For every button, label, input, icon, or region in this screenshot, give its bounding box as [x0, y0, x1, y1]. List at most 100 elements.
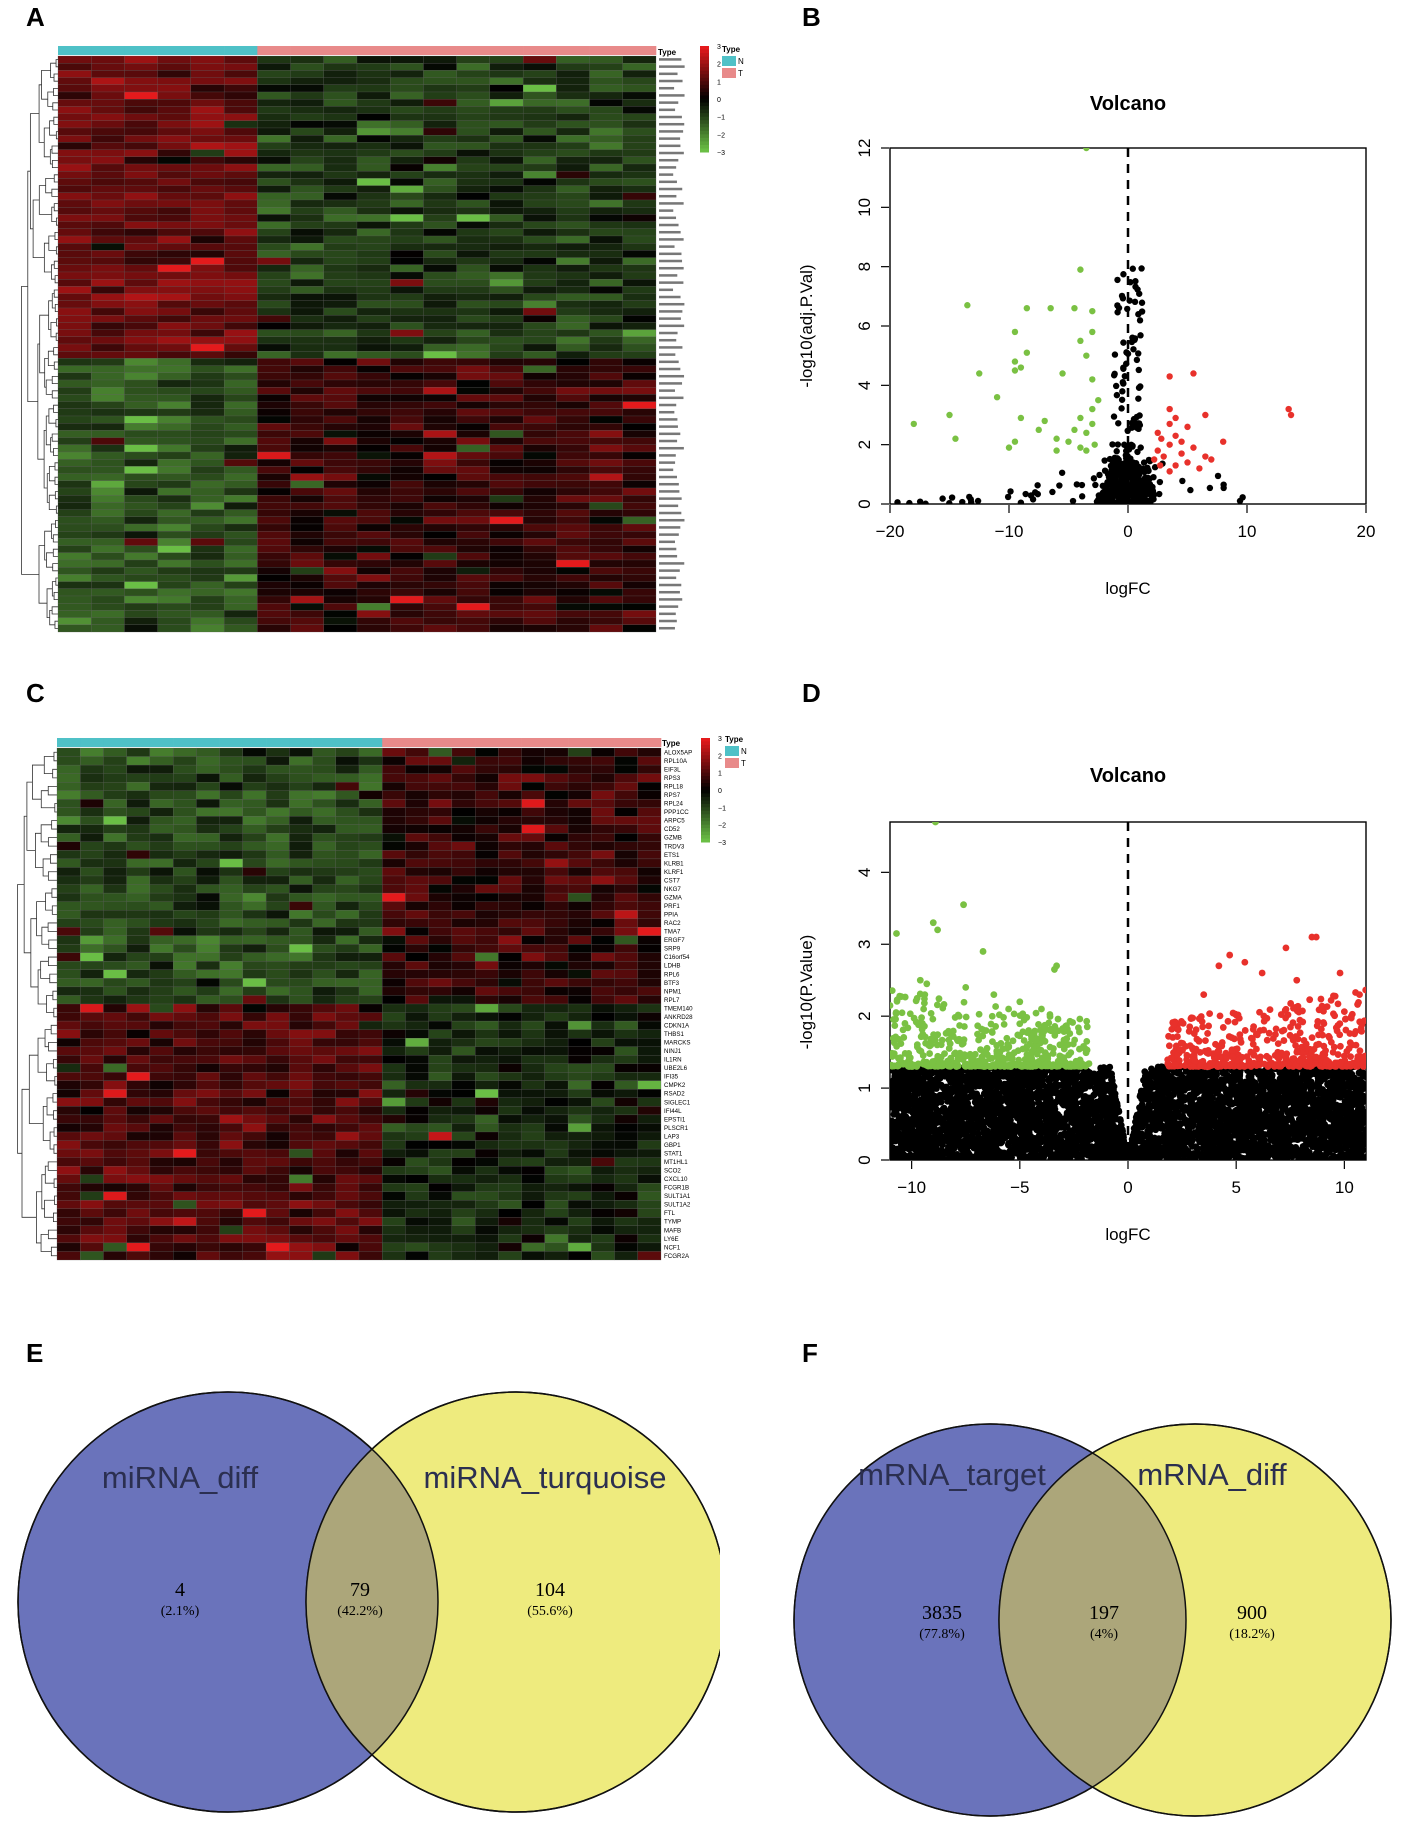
heatmap-cell — [390, 156, 424, 165]
point-down — [1089, 405, 1096, 413]
heatmap-cell — [312, 910, 336, 919]
heatmap-cell — [456, 192, 491, 201]
x-tick-label: −5 — [1010, 1178, 1029, 1197]
dendrogram-branch — [45, 415, 51, 446]
heatmap-cell — [149, 952, 174, 962]
heatmap-cell — [335, 1191, 360, 1201]
heatmap-cell — [242, 1072, 267, 1081]
heatmap-cell — [475, 884, 499, 894]
heatmap-cell — [290, 444, 324, 453]
heatmap-cell — [312, 995, 336, 1005]
heatmap-cell — [265, 978, 290, 988]
heatmap-cell — [451, 986, 476, 996]
heatmap-cell — [257, 459, 291, 467]
heatmap-cell — [126, 1114, 151, 1124]
heatmap-cell — [289, 961, 313, 970]
heatmap-cell — [567, 1200, 592, 1209]
heatmap-cell — [405, 858, 429, 868]
heatmap-cell — [124, 221, 158, 229]
heatmap-cell — [196, 1063, 220, 1073]
heatmap-cell — [149, 1217, 174, 1226]
heatmap-cell — [91, 307, 125, 316]
heatmap-cell — [289, 1234, 313, 1244]
heatmap-cell — [124, 531, 158, 539]
heatmap-cell — [356, 257, 391, 265]
heatmap-cell — [489, 235, 524, 244]
heatmap-cell — [219, 969, 243, 979]
heatmap-cell — [356, 142, 391, 150]
heatmap-row-label-mark — [659, 554, 678, 558]
heatmap-cell — [173, 1166, 197, 1175]
heatmap-cell — [124, 70, 158, 78]
heatmap-cell — [124, 473, 158, 481]
dendrogram-branch — [48, 300, 53, 330]
heatmap-cell — [475, 1200, 499, 1209]
heatmap-cell — [567, 1114, 592, 1124]
heatmap-cell — [57, 351, 92, 359]
heatmap-cell — [290, 91, 324, 100]
heatmap-cell — [257, 603, 291, 611]
heatmap-cell — [257, 113, 291, 121]
heatmap-row-label: GZMB — [664, 835, 682, 842]
heatmap-cell — [423, 113, 457, 121]
heatmap-cell — [589, 603, 623, 611]
heatmap-cell — [589, 610, 623, 618]
heatmap-cell — [428, 1114, 453, 1124]
point-down — [1035, 426, 1042, 434]
annotation-cell — [91, 46, 125, 55]
heatmap-cell — [91, 235, 125, 244]
heatmap-cell — [522, 523, 557, 532]
heatmap-cell — [358, 1174, 383, 1184]
point-ns — [1090, 475, 1098, 482]
heatmap-cell — [290, 351, 324, 359]
heatmap-cell — [290, 487, 324, 496]
color-scale-step — [701, 824, 710, 829]
heatmap-cell — [126, 1251, 151, 1261]
heatmap-cell — [173, 1063, 197, 1073]
heatmap-cell — [428, 1140, 453, 1150]
point-ns — [1007, 488, 1014, 495]
heatmap-row-label: IFI44L — [664, 1108, 682, 1115]
dendrogram-branch — [55, 505, 58, 514]
heatmap-cell — [323, 221, 358, 229]
point-down — [1083, 429, 1090, 436]
heatmap-cell — [149, 892, 174, 902]
heatmap-cell — [196, 816, 220, 825]
heatmap-cell — [103, 1157, 127, 1167]
heatmap-cell — [157, 567, 192, 575]
heatmap-cell — [157, 264, 192, 273]
heatmap-cell — [544, 833, 569, 842]
heatmap-cell — [637, 935, 662, 945]
heatmap-row-label: CST7 — [664, 877, 680, 884]
heatmap-cell — [124, 264, 158, 273]
color-scale-step — [700, 53, 709, 58]
heatmap-cell — [103, 867, 127, 877]
heatmap-cell — [521, 799, 545, 808]
heatmap-cell — [57, 279, 92, 287]
heatmap-cell — [405, 1148, 429, 1158]
heatmap-cell — [356, 156, 391, 165]
heatmap-cell — [149, 1148, 174, 1158]
heatmap-cell — [451, 1089, 476, 1098]
heatmap-cell — [219, 927, 243, 936]
heatmap-cell — [498, 807, 522, 817]
heatmap-cell — [423, 459, 457, 467]
heatmap-cell — [567, 790, 592, 800]
heatmap-cell — [405, 807, 429, 817]
heatmap-cell — [257, 545, 291, 553]
heatmap-cell — [335, 850, 360, 860]
heatmap-cell — [219, 1003, 243, 1013]
heatmap-cell — [521, 764, 545, 774]
heatmap-cell — [498, 1242, 522, 1252]
heatmap-cell — [91, 120, 125, 129]
heatmap-cell — [57, 228, 92, 237]
heatmap-cell — [356, 603, 391, 611]
point-up — [1150, 456, 1158, 463]
heatmap-row-label: NPM1 — [664, 988, 682, 995]
heatmap-cell — [57, 451, 92, 460]
heatmap-cell — [637, 807, 662, 817]
heatmap-cell — [196, 910, 220, 919]
heatmap-cell — [358, 1166, 383, 1175]
heatmap-cell — [544, 944, 569, 953]
heatmap-cell — [567, 1038, 592, 1047]
